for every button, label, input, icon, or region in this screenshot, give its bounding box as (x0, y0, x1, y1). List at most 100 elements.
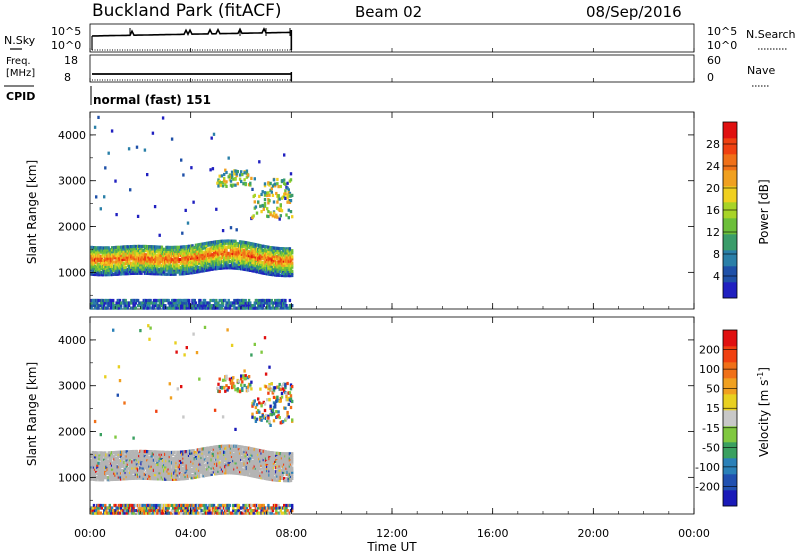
power-cell (276, 215, 279, 219)
velocity-cell (213, 408, 217, 412)
velocity-cell (121, 458, 124, 462)
velocity-cell (180, 450, 183, 454)
velocity-cell (140, 468, 143, 472)
velocity-cell (101, 503, 105, 508)
velocity-cell (175, 473, 178, 477)
power-cell (109, 298, 113, 303)
velocity-cell (105, 461, 108, 465)
power-cell (233, 241, 236, 245)
velocity-cell (123, 401, 126, 405)
power-cell (96, 248, 99, 252)
power-cell (105, 254, 108, 258)
velocity-cell (230, 450, 234, 454)
power-cell (97, 298, 100, 303)
velocity-cell (131, 466, 134, 470)
power-cell (284, 182, 287, 186)
velocity-cell (230, 465, 234, 469)
power-cell (285, 247, 288, 251)
date-title: 08/Sep/2016 (586, 3, 682, 21)
velocity-cell (175, 459, 178, 463)
power-cell (258, 298, 261, 303)
power-cell (288, 247, 292, 251)
power-cell (192, 200, 195, 204)
velocity-cell (206, 509, 209, 513)
velocity-cell (242, 470, 245, 474)
velocity-cell (99, 433, 102, 437)
velocity-cell (114, 503, 117, 508)
velocity-cell (148, 511, 151, 515)
power-cell (213, 242, 217, 246)
power-cell (216, 181, 219, 185)
cpid-label: CPID (6, 90, 35, 103)
velocity-cell (138, 456, 141, 460)
velocity-cell (129, 462, 132, 466)
velocity-cell (138, 476, 141, 480)
power-cell (249, 268, 252, 272)
power-cell (211, 167, 215, 171)
velocity-cell (189, 511, 192, 515)
power-cell (105, 250, 108, 254)
power-cell (143, 148, 147, 152)
power-cell (131, 249, 134, 253)
velocity-cell (90, 477, 93, 481)
power-cell (105, 266, 108, 271)
power-cell (261, 269, 264, 273)
velocity-cell (208, 506, 211, 510)
power-cell (126, 272, 130, 276)
power-cell (194, 301, 198, 305)
power-cell (143, 247, 147, 251)
velocity-cell (151, 511, 155, 515)
velocity-cell (107, 471, 110, 476)
power-cell (110, 246, 114, 250)
power-cell (230, 170, 234, 174)
power-cell (212, 298, 216, 303)
power-cell (237, 266, 241, 271)
velocity-cell (234, 457, 237, 461)
velocity-cell (144, 464, 148, 468)
velocity-cell (174, 511, 177, 515)
power-cell (109, 260, 113, 264)
velocity-cell (148, 337, 151, 341)
power-cell (126, 247, 130, 251)
velocity-cell (143, 454, 147, 458)
velocity-cell (218, 444, 221, 449)
power-cell (146, 173, 149, 177)
velocity-cell (117, 463, 121, 467)
power-cell (259, 248, 262, 252)
velocity-cell (177, 473, 181, 477)
velocity-cell (189, 455, 192, 459)
velocity-cell (229, 444, 233, 448)
velocity-cell (210, 472, 213, 476)
power-cell (257, 249, 260, 253)
velocity-cell (244, 458, 247, 462)
power-cell (234, 254, 237, 258)
power-cell (275, 301, 278, 305)
power-cell (224, 182, 227, 186)
power-cell (153, 272, 157, 276)
velocity-cell (241, 464, 244, 468)
velocity-cell (112, 328, 115, 332)
power-cell (155, 247, 158, 251)
power-cell (198, 269, 201, 274)
velocity-cell (234, 467, 237, 471)
velocity-cell (126, 462, 130, 466)
power-cell (109, 268, 113, 272)
velocity-cell (203, 325, 207, 329)
power-cell (192, 268, 195, 272)
power-cell (288, 269, 292, 273)
power-cell (244, 298, 247, 303)
power-cell (245, 169, 249, 173)
velocity-cell (194, 475, 198, 479)
power-cell (138, 301, 141, 305)
power-cell (112, 301, 115, 305)
power-cell (269, 254, 272, 258)
power-cell (269, 270, 272, 274)
power-cell (252, 269, 255, 273)
power-cell (140, 251, 143, 255)
velocity-cell (219, 469, 222, 473)
power-cell (279, 184, 282, 189)
power-cell (267, 191, 270, 195)
power-cell (286, 267, 289, 271)
velocity-cell (93, 473, 97, 477)
power-cell (185, 306, 188, 310)
